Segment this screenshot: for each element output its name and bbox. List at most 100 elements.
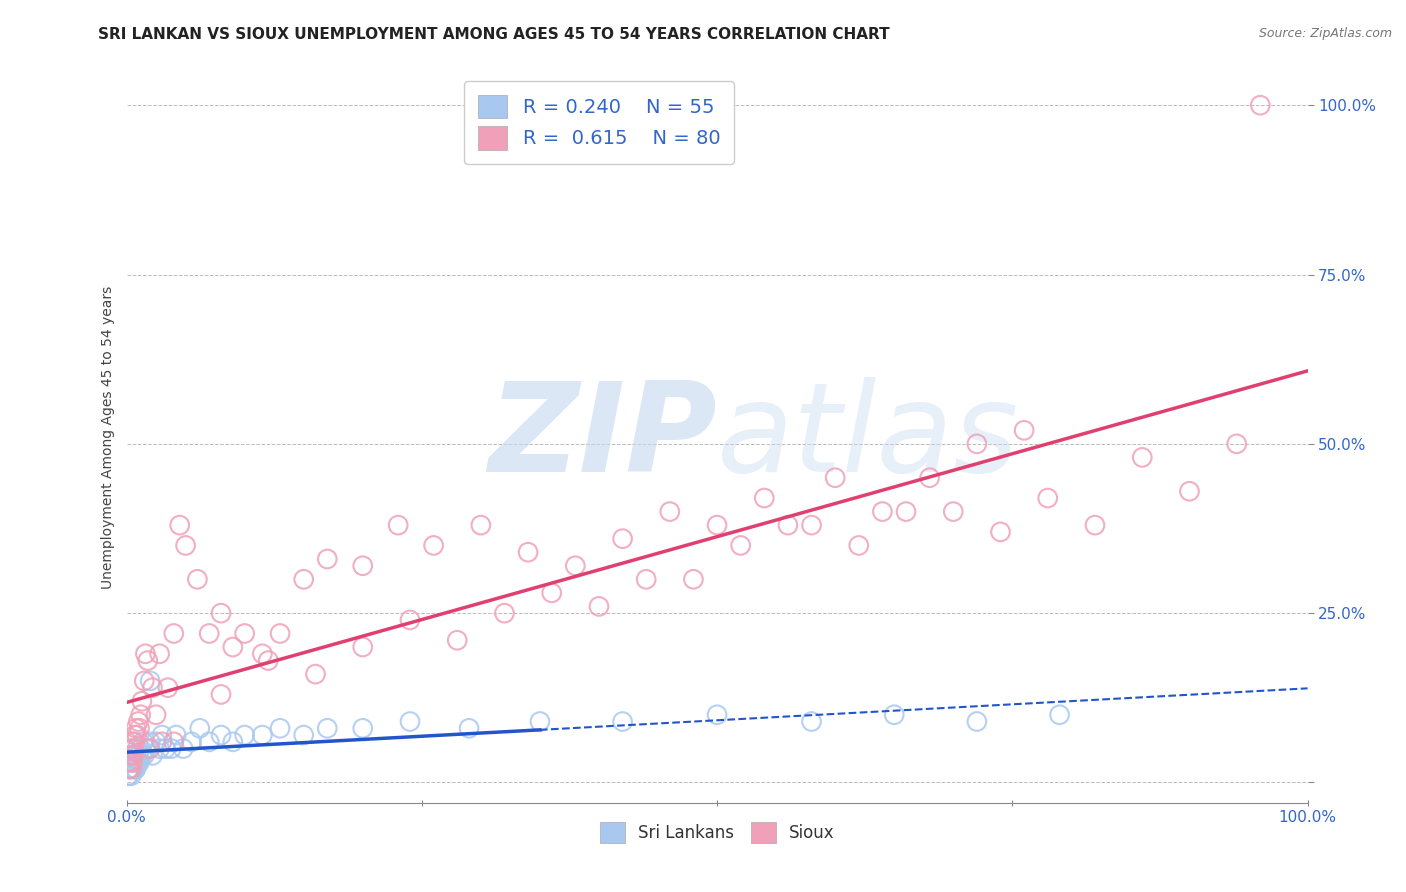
Point [120,755,142,769]
Point [446,633,468,648]
Point [233,626,256,640]
Point [134,673,156,688]
Point [128,721,150,735]
Point [257,654,280,668]
Point [127,741,149,756]
Point [269,626,291,640]
Point [180,735,202,749]
Point [124,728,146,742]
Point [399,613,422,627]
Point [387,518,409,533]
Point [127,755,149,769]
Point [121,748,143,763]
Point [124,762,146,776]
Point [540,586,562,600]
Point [121,735,143,749]
Point [145,735,167,749]
Point [117,755,139,769]
Point [1130,450,1153,465]
Point [163,735,186,749]
Point [127,728,149,742]
Point [198,735,221,749]
Point [636,572,658,586]
Point [120,762,142,776]
Point [122,741,145,756]
Point [165,728,187,742]
Point [127,714,149,729]
Point [131,748,153,763]
Text: ZIP: ZIP [488,376,717,498]
Point [163,626,186,640]
Point [872,505,894,519]
Point [169,518,191,533]
Point [149,647,172,661]
Point [186,572,208,586]
Point [942,505,965,519]
Point [1036,491,1059,505]
Point [848,538,870,552]
Text: atlas: atlas [717,376,1019,498]
Point [883,707,905,722]
Legend: Sri Lankans, Sioux: Sri Lankans, Sioux [593,815,841,849]
Point [131,694,153,708]
Point [612,532,634,546]
Point [292,728,315,742]
Point [316,552,339,566]
Y-axis label: Unemployment Among Ages 45 to 54 years: Unemployment Among Ages 45 to 54 years [101,285,115,589]
Point [658,505,681,519]
Point [966,437,988,451]
Point [188,721,211,735]
Point [117,769,139,783]
Point [121,755,143,769]
Point [252,728,274,742]
Point [292,572,315,586]
Point [174,538,197,552]
Point [894,505,917,519]
Point [966,714,988,729]
Point [1084,518,1107,533]
Point [150,728,173,742]
Point [118,762,141,776]
Point [139,741,162,756]
Point [1178,484,1201,499]
Point [209,688,232,702]
Point [141,748,163,763]
Point [118,748,141,763]
Point [824,471,846,485]
Text: Source: ZipAtlas.com: Source: ZipAtlas.com [1258,27,1392,40]
Point [612,714,634,729]
Point [118,762,141,776]
Point [198,626,221,640]
Point [129,707,152,722]
Point [706,707,728,722]
Point [1049,707,1071,722]
Point [156,681,179,695]
Point [120,755,142,769]
Point [800,518,823,533]
Point [120,755,142,769]
Point [129,741,152,756]
Point [124,735,146,749]
Point [352,558,374,573]
Point [517,545,540,559]
Point [122,748,145,763]
Point [222,640,245,654]
Point [125,755,148,769]
Point [352,721,374,735]
Point [529,714,551,729]
Point [564,558,586,573]
Point [458,721,481,735]
Point [352,640,374,654]
Point [122,762,145,776]
Point [422,538,444,552]
Point [136,654,159,668]
Point [136,741,159,756]
Point [139,735,162,749]
Point [139,673,162,688]
Point [316,721,339,735]
Point [125,762,148,776]
Point [1012,423,1035,437]
Point [269,721,291,735]
Point [494,606,516,620]
Point [776,518,799,533]
